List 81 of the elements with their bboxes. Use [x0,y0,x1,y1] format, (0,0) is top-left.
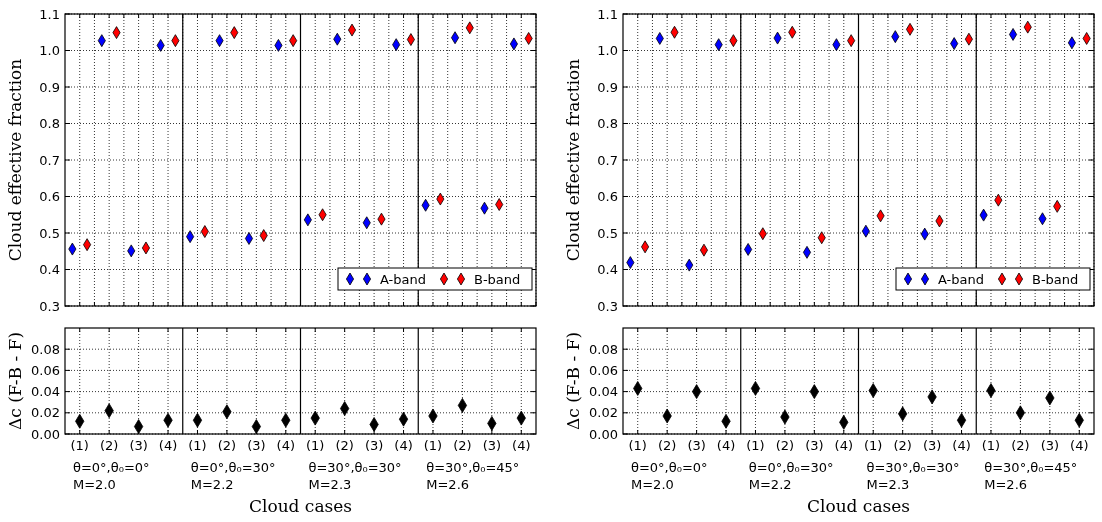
x-axis-title: Cloud cases [806,496,911,516]
y-tick-label: 0.08 [31,341,60,357]
y-axis-title: Cloud effective fraction [563,58,583,262]
y-tick-label: 0.8 [597,116,618,132]
x-tick-label: (1) [188,438,207,453]
x-tick-label: (3) [364,438,384,453]
y-tick-label: 0.4 [39,262,60,278]
x-tick-label: (2) [335,438,354,453]
y-tick-label: 0.02 [31,405,60,421]
y-tick-label: 1.1 [597,6,618,22]
y-tick-label: 0.3 [597,298,618,314]
x-tick-label: (1) [70,438,89,453]
x-tick-label: (4) [394,438,413,453]
text: θ=0°,θ₀=0° M=2.0 [631,460,708,492]
x-tick-label: (3) [1040,438,1060,453]
y-tick-label: 0.3 [39,298,60,314]
x-tick-label: (3) [247,438,266,453]
x-tick-label: (1) [864,438,883,453]
point [133,419,144,434]
y-tick-label: 0.9 [39,79,60,95]
x-tick-label: (4) [952,438,971,453]
x-tick-label: (4) [512,438,531,453]
x-axis-title: Cloud cases [248,496,353,516]
y-tick-label: 0.06 [31,362,60,378]
y-tick-label: 0.8 [39,116,60,132]
legend-label: B-band [474,271,521,287]
x-tick-label: (2) [453,438,472,453]
y-tick-label: 0.7 [597,152,618,168]
point [750,381,761,396]
x-tick-label: (2) [775,438,795,453]
y-axis-title: Δc (F-B - F) [5,331,25,431]
x-tick-label: (4) [716,438,736,453]
x-tick-label: (2) [657,438,677,453]
x-tick-label: (1) [306,438,325,453]
y-tick-label: 0.6 [39,189,60,205]
legend-label: A-band [380,271,427,287]
y-tick-label: 0.4 [597,262,618,278]
y-tick-label: 1.1 [39,6,60,22]
y-axis-title: Δc (F-B - F) [563,331,583,431]
y-tick-label: 1.0 [597,43,618,59]
y-tick-label: 0.02 [589,405,618,421]
y-tick-label: 0.04 [31,384,60,400]
point [691,384,702,399]
x-tick-label: (4) [1070,438,1089,453]
text: θ=30°,θ₀=45° M=2.6 [984,460,1078,492]
y-tick-label: 0.5 [597,225,618,241]
x-tick-label: (3) [482,438,502,453]
y-tick-label: 0.00 [589,426,618,442]
text: θ=30°,θ₀=30° M=2.3 [866,460,960,492]
text: θ=30°,θ₀=45° M=2.6 [426,460,520,492]
x-tick-label: (2) [893,438,912,453]
y-tick-label: 1.0 [39,43,60,59]
text: θ=30°,θ₀=30° M=2.3 [308,460,402,492]
x-tick-label: (1) [746,438,765,453]
y-tick-label: 0.7 [39,152,60,168]
text: θ=0°,θ₀=30° M=2.2 [190,460,276,492]
y-tick-label: 0.08 [589,341,618,357]
x-tick-label: (3) [687,438,706,453]
x-tick-label: (1) [628,438,647,453]
x-tick-label: (3) [805,438,824,453]
y-tick-label: 0.00 [31,426,60,442]
y-tick-label: 0.6 [597,189,618,205]
x-tick-label: (2) [1011,438,1030,453]
y-tick-label: 0.04 [589,384,618,400]
x-tick-label: (2) [217,438,237,453]
x-tick-label: (2) [99,438,119,453]
x-tick-label: (3) [922,438,942,453]
x-tick-label: (1) [981,438,1001,453]
y-tick-label: 0.9 [597,79,618,95]
x-tick-label: (1) [423,438,443,453]
y-tick-label: 0.06 [589,362,618,378]
text: θ=0°,θ₀=30° M=2.2 [748,460,834,492]
text: θ=0°,θ₀=0° M=2.0 [73,460,150,492]
x-tick-label: (4) [276,438,295,453]
legend-label: B-band [1032,271,1079,287]
x-tick-label: (3) [129,438,148,453]
x-tick-label: (4) [158,438,178,453]
y-tick-label: 0.5 [39,225,60,241]
y-axis-title: Cloud effective fraction [5,58,25,262]
legend-label: A-band [938,271,985,287]
x-tick-label: (4) [834,438,853,453]
